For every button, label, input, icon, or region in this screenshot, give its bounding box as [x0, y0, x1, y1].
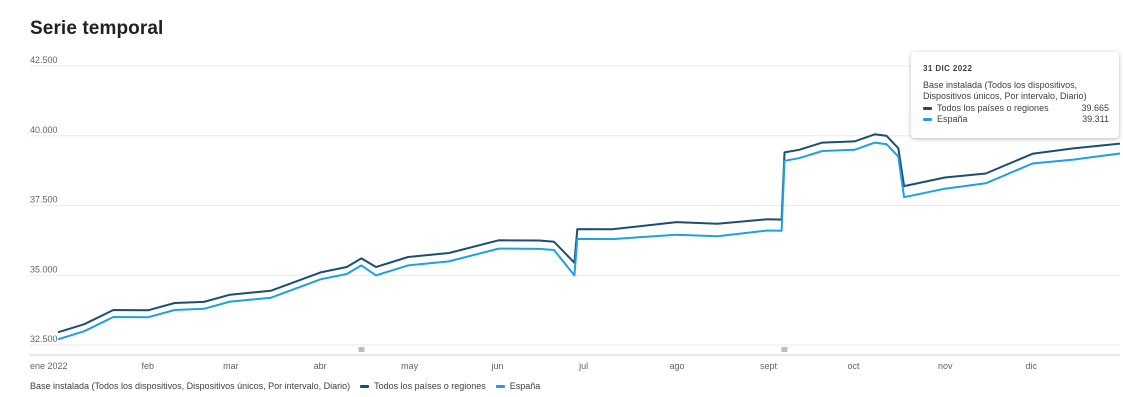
x-tick-label-7: ago — [670, 361, 685, 371]
y-tick-label-0: 32.500 — [30, 334, 58, 344]
tooltip-value-todos: 39.665 — [1081, 103, 1109, 113]
x-tick-label-0: ene 2022 — [30, 361, 68, 371]
legend-item-todos[interactable]: Todos los países o regiones — [374, 381, 486, 391]
x-tick-label-8: sept — [760, 361, 778, 371]
x-tick-label-10: nov — [938, 361, 953, 371]
legend-metric-label: Base instalada (Todos los dispositivos, … — [30, 381, 351, 391]
tooltip-date: 31 DIC 2022 — [923, 64, 973, 73]
series-line-1[interactable] — [57, 141, 1121, 341]
y-tick-label-4: 42.500 — [30, 55, 58, 65]
x-axis: ene 2022 feb mar abr may jun jul ago sept oct nov d… — [30, 361, 1037, 371]
hover-tooltip: 31 DIC 2022 Base instalada (Todos los di… — [911, 52, 1119, 138]
page-title: Serie temporal — [30, 18, 164, 39]
y-tick-label-3: 40.000 — [30, 125, 58, 135]
y-axis: 32.500 35.000 37.500 40.000 42.500 — [30, 55, 58, 344]
annotation-marker-1[interactable] — [781, 347, 788, 352]
tooltip-value-espana: 39.311 — [1082, 114, 1109, 124]
y-tick-label-1: 35.000 — [30, 264, 58, 274]
x-tick-label-9: oct — [848, 361, 861, 371]
series-layer[interactable] — [57, 133, 1121, 341]
x-tick-label-5: jun — [491, 361, 504, 371]
series-line-0[interactable] — [57, 133, 1121, 334]
x-tick-label-1: feb — [141, 361, 154, 371]
tooltip-swatch-todos — [923, 107, 932, 110]
legend-item-espana[interactable]: España — [509, 381, 541, 391]
annotation-markers[interactable] — [358, 347, 788, 352]
tooltip-label-todos: Todos los países o regiones — [937, 103, 1049, 113]
tooltip-metric: Base instalada (Todos los dispositivos, … — [923, 80, 1087, 101]
legend-swatch-todos — [360, 384, 370, 388]
tooltip-row-todos: Todos los países o regiones 39.665 — [923, 103, 1109, 114]
x-tick-label-6: jul — [578, 361, 588, 371]
x-tick-label-11: dic — [1025, 361, 1037, 371]
chart-legend: Base instalada (Todos los dispositivos, … — [30, 381, 540, 391]
x-tick-label-4: may — [401, 361, 419, 371]
x-tick-label-2: mar — [223, 361, 239, 371]
tooltip-swatch-espana — [923, 118, 932, 121]
legend-swatch-espana — [495, 384, 505, 388]
x-tick-label-3: abr — [314, 361, 327, 371]
annotation-marker-0[interactable] — [358, 347, 365, 352]
tooltip-label-espana: España — [937, 114, 968, 124]
y-tick-label-2: 37.500 — [30, 195, 58, 205]
tooltip-row-espana: España 39.311 — [923, 114, 1109, 125]
